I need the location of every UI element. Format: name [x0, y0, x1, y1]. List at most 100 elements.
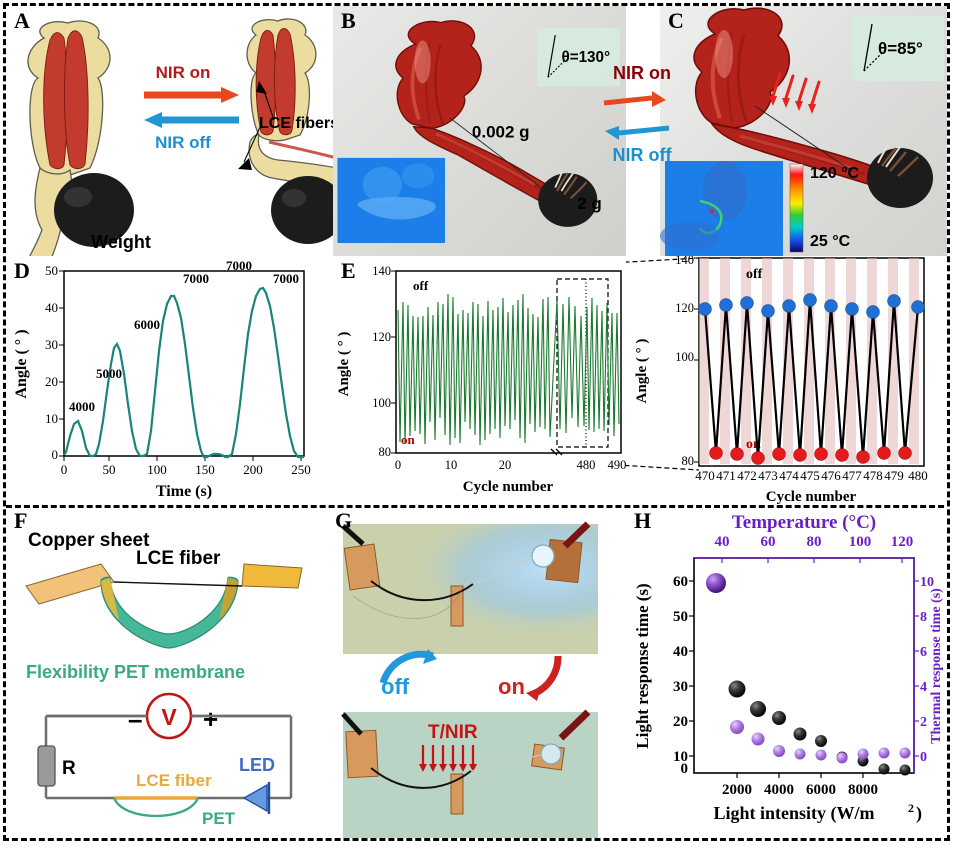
svg-text:T/NIR: T/NIR — [428, 722, 478, 743]
svg-text:Flexibility PET membrane: Flexibility PET membrane — [26, 662, 245, 682]
svg-text:2: 2 — [908, 801, 914, 815]
svg-text:480: 480 — [577, 458, 596, 472]
svg-text:120 °C: 120 °C — [810, 165, 860, 182]
svg-text:490: 490 — [608, 458, 626, 472]
svg-text:4000: 4000 — [764, 782, 794, 798]
svg-text:LCE fiber: LCE fiber — [136, 548, 221, 569]
svg-text:Light response time (s): Light response time (s) — [633, 583, 652, 748]
svg-text:140: 140 — [372, 264, 391, 278]
svg-text:8: 8 — [920, 610, 927, 625]
svg-text:–: – — [128, 704, 142, 734]
svg-text:7000: 7000 — [183, 271, 209, 286]
svg-text:120: 120 — [675, 301, 694, 315]
svg-text:Thermal response time (s): Thermal response time (s) — [929, 588, 944, 744]
svg-text:θ=85°: θ=85° — [878, 39, 923, 58]
svg-text:80: 80 — [379, 445, 392, 459]
svg-text:0.002 g: 0.002 g — [472, 122, 530, 141]
svg-text:Copper sheet: Copper sheet — [28, 530, 150, 551]
svg-text:477: 477 — [842, 468, 862, 483]
svg-text:Temperature (°C): Temperature (°C) — [732, 512, 876, 533]
svg-text:200: 200 — [243, 462, 263, 477]
svg-text:0: 0 — [52, 447, 59, 462]
svg-text:on: on — [401, 432, 416, 447]
svg-text:10: 10 — [445, 458, 458, 472]
svg-text:474: 474 — [779, 468, 799, 483]
svg-text:2: 2 — [920, 715, 927, 730]
svg-text:off: off — [746, 267, 763, 282]
svg-text:): ) — [916, 803, 922, 824]
svg-text:Angle ( ° ): Angle ( ° ) — [336, 332, 352, 397]
svg-text:100: 100 — [675, 350, 694, 364]
svg-text:7000: 7000 — [273, 271, 299, 286]
svg-text:6000: 6000 — [134, 317, 160, 332]
svg-text:60: 60 — [761, 534, 776, 550]
svg-text:off: off — [413, 278, 429, 293]
svg-text:140: 140 — [675, 256, 694, 267]
svg-text:120: 120 — [372, 330, 391, 344]
svg-text:NIR on: NIR on — [156, 63, 211, 82]
svg-text:Angle ( ° ): Angle ( ° ) — [634, 339, 650, 404]
svg-text:0: 0 — [61, 462, 68, 477]
svg-text:25 °C: 25 °C — [810, 233, 851, 250]
svg-text:8000: 8000 — [848, 782, 878, 798]
svg-text:6: 6 — [920, 645, 927, 660]
svg-text:100: 100 — [372, 396, 391, 410]
svg-text:472: 472 — [737, 468, 757, 483]
svg-text:LCE fibers: LCE fibers — [259, 115, 333, 132]
svg-text:150: 150 — [195, 462, 215, 477]
svg-text:0: 0 — [920, 750, 927, 765]
svg-text:20: 20 — [499, 458, 512, 472]
svg-text:250: 250 — [291, 462, 311, 477]
svg-text:478: 478 — [863, 468, 883, 483]
svg-text:7000: 7000 — [226, 258, 252, 273]
svg-text:50: 50 — [45, 263, 58, 278]
svg-text:Cycle number: Cycle number — [463, 479, 554, 495]
svg-text:80: 80 — [807, 534, 822, 550]
svg-text:80: 80 — [682, 454, 695, 468]
svg-text:60: 60 — [673, 574, 688, 590]
svg-text:LCE fiber: LCE fiber — [136, 771, 212, 790]
svg-text:NIR off: NIR off — [155, 133, 211, 152]
svg-text:4: 4 — [920, 680, 927, 695]
svg-text:50: 50 — [103, 462, 116, 477]
svg-text:30: 30 — [45, 337, 58, 352]
svg-text:40: 40 — [673, 644, 688, 660]
svg-text:20: 20 — [673, 714, 688, 730]
svg-text:475: 475 — [800, 468, 820, 483]
svg-text:+: + — [203, 704, 218, 734]
svg-text:100: 100 — [849, 534, 872, 550]
svg-text:6000: 6000 — [806, 782, 836, 798]
svg-text:120: 120 — [891, 534, 914, 550]
svg-text:20: 20 — [45, 374, 58, 389]
svg-text:Time (s): Time (s) — [156, 483, 212, 500]
svg-text:473: 473 — [758, 468, 778, 483]
svg-text:LED: LED — [239, 755, 275, 775]
svg-text:V: V — [161, 704, 177, 730]
svg-text:0: 0 — [395, 458, 401, 472]
svg-text:R: R — [62, 758, 76, 779]
svg-text:479: 479 — [884, 468, 904, 483]
svg-text:off: off — [381, 674, 410, 699]
svg-text:50: 50 — [673, 609, 688, 625]
svg-text:4000: 4000 — [69, 399, 95, 414]
svg-text:471: 471 — [716, 468, 736, 483]
svg-text:Light intensity (W/m: Light intensity (W/m — [713, 803, 874, 824]
svg-text:2000: 2000 — [722, 782, 752, 798]
svg-text:40: 40 — [715, 534, 730, 550]
svg-text:on: on — [498, 674, 525, 699]
svg-text:476: 476 — [821, 468, 841, 483]
svg-text:10: 10 — [45, 411, 58, 426]
svg-text:Angle ( ° ): Angle ( ° ) — [13, 329, 30, 398]
svg-text:0: 0 — [681, 761, 689, 777]
svg-text:480: 480 — [908, 468, 928, 483]
svg-text:40: 40 — [45, 300, 58, 315]
svg-text:Cycle number: Cycle number — [766, 489, 857, 505]
svg-text:PET: PET — [202, 809, 236, 828]
svg-text:NIR off: NIR off — [613, 145, 673, 165]
svg-text:Weight: Weight — [91, 232, 151, 252]
svg-text:NIR on: NIR on — [613, 63, 671, 83]
svg-text:100: 100 — [147, 462, 167, 477]
svg-text:10: 10 — [920, 575, 934, 590]
svg-text:470: 470 — [695, 468, 715, 483]
svg-text:30: 30 — [673, 679, 688, 695]
